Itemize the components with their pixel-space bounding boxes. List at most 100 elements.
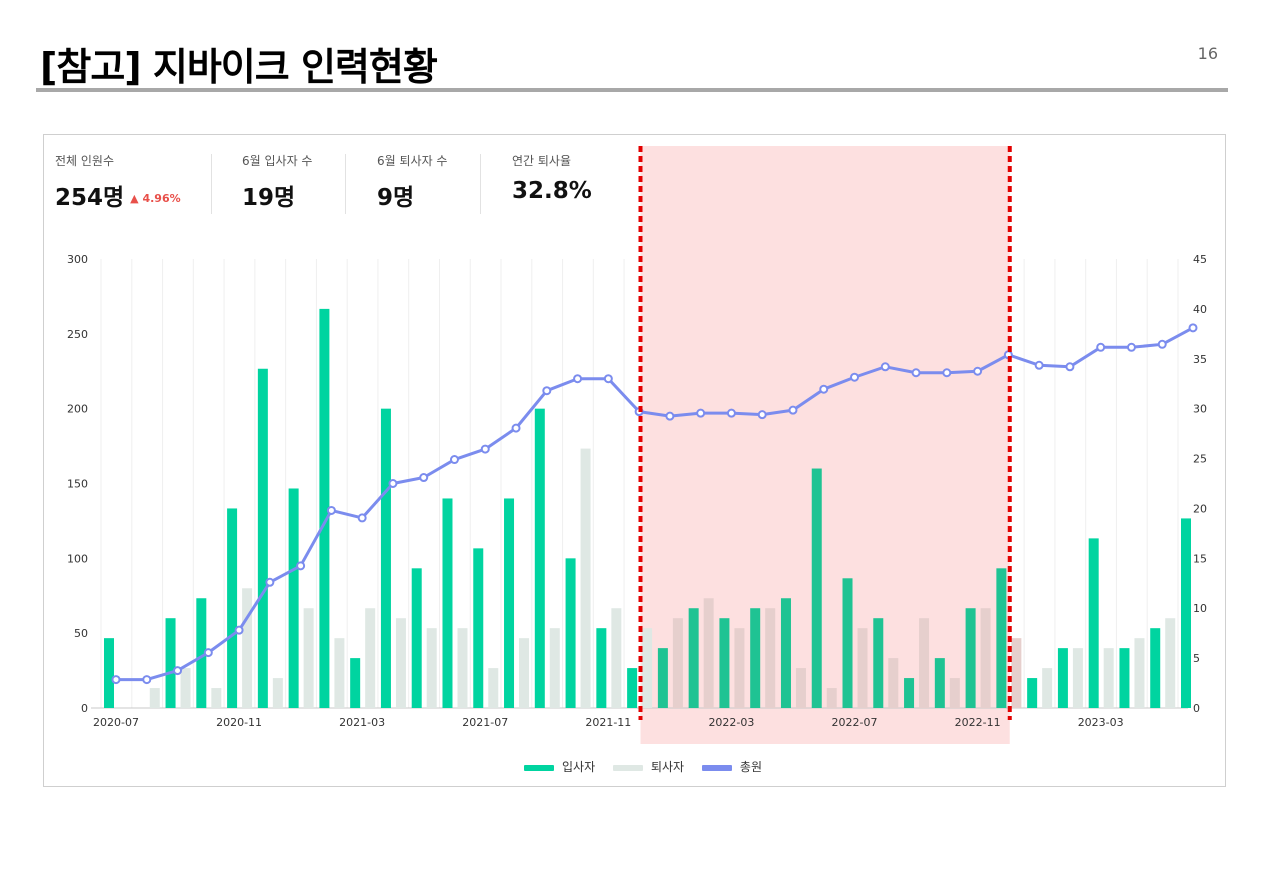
bar-hires	[1150, 628, 1161, 708]
legend-swatch	[701, 764, 732, 771]
bar-leavers	[642, 628, 653, 708]
bar-leavers	[611, 608, 622, 708]
kpi-change-badge: ▲ 4.96%	[130, 192, 181, 205]
bar-leavers	[1011, 638, 1022, 708]
x-tick-label: 2022-11	[955, 716, 1001, 729]
legend-item-total[interactable]: 총원	[701, 758, 762, 775]
x-tick-label: 2020-11	[216, 716, 262, 729]
bar-leavers	[395, 618, 406, 708]
y-right-tick-label: 45	[1193, 253, 1207, 266]
kpi-label: 6월 퇴사자 수	[377, 154, 448, 168]
bar-leavers	[303, 608, 314, 708]
y-right-tick-label: 0	[1193, 702, 1200, 715]
bar-hires	[627, 668, 638, 708]
bar-leavers	[211, 688, 222, 708]
point-total	[757, 410, 767, 420]
point-total	[696, 408, 706, 418]
kpi-divider	[345, 154, 346, 214]
bar-hires	[504, 498, 515, 708]
point-total	[973, 366, 983, 376]
legend-swatch	[612, 764, 643, 771]
bar-hires	[319, 308, 330, 708]
bar-hires	[442, 498, 453, 708]
point-total	[819, 384, 829, 394]
legend-label: 입사자	[562, 760, 596, 774]
y-left-tick-label: 250	[67, 328, 88, 341]
bar-leavers	[334, 638, 345, 708]
bar-hires	[380, 408, 391, 708]
highlight-region	[640, 146, 1010, 744]
point-total	[573, 374, 583, 384]
bar-hires	[780, 598, 791, 708]
bar-leavers	[672, 618, 683, 708]
point-total	[203, 648, 213, 658]
bar-hires	[965, 608, 976, 708]
y-left-tick-label: 100	[67, 552, 88, 565]
legend-item-hires[interactable]: 입사자	[524, 758, 595, 775]
point-total	[511, 423, 521, 433]
point-total	[142, 675, 152, 685]
bar-hires	[811, 468, 822, 708]
y-right-tick-label: 25	[1193, 453, 1207, 466]
point-total	[234, 625, 244, 635]
bar-leavers	[980, 608, 991, 708]
point-total	[788, 405, 798, 415]
bar-hires	[904, 678, 915, 708]
point-total	[111, 675, 121, 685]
x-tick-label: 2022-07	[832, 716, 878, 729]
bar-leavers	[919, 618, 930, 708]
bar-hires	[657, 648, 668, 708]
point-total	[880, 362, 890, 372]
bar-hires	[350, 658, 361, 708]
point-total	[1126, 342, 1136, 352]
point-total	[603, 374, 613, 384]
chart-legend: 입사자 퇴사자 총원	[524, 758, 776, 775]
point-total	[419, 473, 429, 483]
slide-title: [참고] 지바이크 인력현황	[40, 45, 438, 89]
point-total	[357, 513, 367, 523]
x-tick-label: 2021-07	[462, 716, 508, 729]
bar-leavers	[826, 688, 837, 708]
y-left-tick-label: 300	[67, 253, 88, 266]
bar-leavers	[242, 588, 253, 708]
bar-hires	[1057, 648, 1068, 708]
bar-hires	[934, 658, 945, 708]
bar-leavers	[457, 628, 468, 708]
point-total	[173, 666, 183, 676]
bar-leavers	[426, 628, 437, 708]
kpi-value: 19명	[242, 185, 296, 211]
bar-leavers	[272, 678, 283, 708]
y-right-tick-label: 35	[1193, 353, 1207, 366]
bar-hires	[873, 618, 884, 708]
kpi-total-headcount: 전체 인원수 254명 ▲ 4.96%	[55, 152, 181, 212]
bar-leavers	[1134, 638, 1145, 708]
bar-leavers	[519, 638, 530, 708]
bar-leavers	[180, 668, 191, 708]
bar-leavers	[1165, 618, 1176, 708]
kpi-divider	[211, 154, 212, 214]
bar-hires	[473, 548, 484, 708]
bar-hires	[996, 568, 1007, 708]
point-total	[942, 368, 952, 378]
point-total	[1188, 323, 1198, 333]
bar-leavers	[734, 628, 745, 708]
bar-leavers	[1103, 648, 1114, 708]
bar-hires	[565, 558, 576, 708]
y-right-tick-label: 15	[1193, 552, 1207, 565]
bar-leavers	[580, 448, 591, 708]
bar-leavers	[549, 628, 560, 708]
x-tick-label: 2023-03	[1078, 716, 1124, 729]
kpi-june-leavers: 6월 퇴사자 수 9명	[377, 152, 447, 212]
point-total	[480, 444, 490, 454]
x-tick-label: 2021-03	[339, 716, 385, 729]
point-total	[850, 372, 860, 382]
kpi-value: 32.8%	[512, 178, 592, 204]
legend-item-leavers[interactable]: 퇴사자	[612, 758, 684, 775]
bar-hires	[1027, 678, 1038, 708]
point-total	[542, 386, 552, 396]
point-total	[1065, 362, 1075, 372]
page-number: 16	[1197, 44, 1218, 63]
bar-hires	[596, 628, 607, 708]
bar-hires	[227, 508, 238, 708]
